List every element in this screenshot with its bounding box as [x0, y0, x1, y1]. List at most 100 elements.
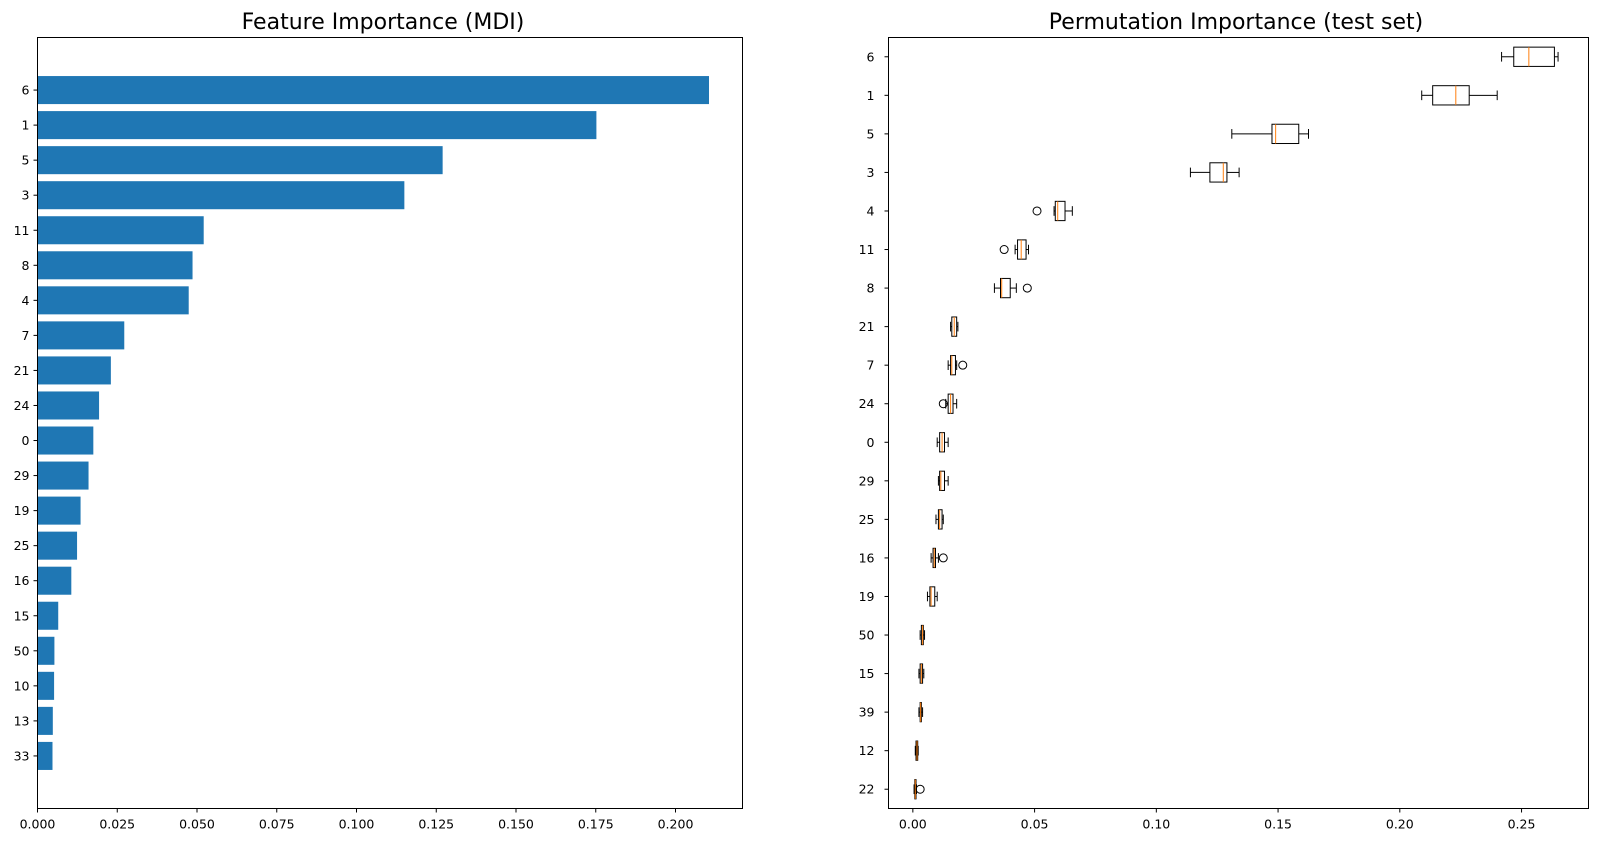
mdi-y-tick-label: 24 — [14, 398, 30, 413]
mdi-y-tick-label: 29 — [14, 468, 30, 483]
mdi-x-tick-label: 0.150 — [498, 817, 534, 832]
mdi-y-tick-label: 16 — [14, 573, 30, 588]
mdi-bar — [37, 391, 100, 420]
box-plot-8 — [993, 277, 1032, 299]
mdi-y-tick-label: 5 — [22, 153, 30, 168]
mdi-x-tick-label: 0.025 — [99, 817, 135, 832]
mdi-x-tick-label: 0.100 — [339, 817, 375, 832]
box-plot-7 — [947, 355, 968, 376]
box-outlier — [938, 553, 948, 563]
permutation-y-tick-label: 50 — [859, 628, 875, 643]
box-outlier — [1032, 206, 1042, 216]
mdi-y-tick-label: 6 — [22, 83, 30, 98]
permutation-x-tick-label: 0.15 — [1264, 817, 1292, 832]
mdi-bar — [37, 146, 443, 175]
permutation-importance-chart: Permutation Importance (test set) 615341… — [859, 10, 1589, 832]
mdi-x-tick-label: 0.075 — [259, 817, 295, 832]
mdi-bar — [37, 601, 59, 630]
box-plot-21 — [950, 316, 959, 337]
mdi-bar — [37, 216, 204, 245]
mdi-bar — [37, 496, 81, 525]
mdi-y-tick-label: 0 — [22, 433, 30, 448]
box-body — [929, 586, 936, 607]
permutation-y-tick-label: 6 — [867, 49, 875, 64]
box-outlier — [938, 399, 948, 409]
mdi-y-tick-label: 7 — [22, 328, 30, 343]
permutation-y-tick-label: 4 — [867, 203, 875, 218]
permutation-chart-title: Permutation Importance (test set) — [1049, 10, 1423, 35]
box-plot-24 — [938, 393, 958, 414]
box-plot-0 — [936, 432, 949, 453]
box-plot-6 — [1501, 46, 1559, 67]
permutation-y-tick-label: 7 — [867, 358, 875, 373]
box-plot-12 — [914, 740, 919, 761]
mdi-bar — [37, 426, 94, 455]
box-body — [1054, 200, 1066, 222]
box-body — [1209, 162, 1228, 183]
mdi-bar — [37, 111, 597, 140]
permutation-x-tick-label: 0.20 — [1386, 817, 1414, 832]
mdi-y-tick-label: 25 — [14, 538, 30, 553]
permutation-x-tick-label: 0.00 — [899, 817, 927, 832]
permutation-y-tick-label: 25 — [859, 512, 875, 527]
permutation-y-tick-label: 16 — [859, 550, 875, 565]
box-plot-16 — [930, 547, 948, 569]
mdi-bar — [37, 251, 193, 280]
mdi-bar — [37, 181, 405, 210]
box-plot-29 — [937, 470, 949, 491]
box-outlier — [958, 360, 968, 370]
mdi-x-tick-label: 0.050 — [179, 817, 215, 832]
permutation-y-tick-label: 5 — [867, 126, 875, 141]
permutation-y-tick-label: 3 — [867, 165, 875, 180]
mdi-bar — [37, 461, 89, 490]
mdi-y-tick-label: 13 — [14, 713, 30, 728]
mdi-y-tick-label: 8 — [22, 258, 30, 273]
box-body — [1271, 123, 1300, 145]
permutation-y-tick-label: 8 — [867, 281, 875, 296]
box-body — [1017, 239, 1027, 260]
mdi-bar — [37, 76, 710, 105]
permutation-x-tick-label: 0.10 — [1142, 817, 1170, 832]
box-plot-11 — [999, 239, 1029, 260]
box-plot-22 — [913, 779, 925, 800]
mdi-importance-chart: Feature Importance (MDI) 615311847212402… — [14, 10, 743, 832]
mdi-y-tick-label: 21 — [14, 363, 30, 378]
box-plot-3 — [1189, 162, 1240, 183]
box-plot-25 — [935, 509, 944, 530]
mdi-bar — [37, 741, 53, 770]
permutation-y-tick-label: 11 — [859, 242, 875, 257]
box-outlier — [999, 245, 1009, 255]
permutation-y-tick-label: 12 — [859, 743, 875, 758]
mdi-y-tick-label: 19 — [14, 503, 30, 518]
mdi-bar — [37, 356, 111, 385]
box-plot-19 — [926, 586, 938, 607]
mdi-y-tick-label: 50 — [14, 643, 30, 658]
permutation-y-tick-label: 1 — [867, 88, 875, 103]
mdi-y-tick-label: 10 — [14, 678, 30, 693]
permutation-y-tick-label: 0 — [867, 435, 875, 450]
box-plot-4 — [1032, 200, 1073, 222]
permutation-x-tick-label: 0.25 — [1508, 817, 1536, 832]
mdi-chart-title: Feature Importance (MDI) — [242, 10, 525, 35]
permutation-axes-frame — [888, 37, 1589, 809]
box-plot-50 — [919, 624, 926, 646]
mdi-y-tick-label: 15 — [14, 608, 30, 623]
mdi-x-tick-label: 0.000 — [20, 817, 56, 832]
permutation-y-tick-label: 29 — [859, 473, 875, 488]
mdi-y-tick-label: 11 — [14, 223, 30, 238]
permutation-y-tick-label: 19 — [859, 589, 875, 604]
box-body — [937, 509, 943, 530]
box-body — [950, 355, 956, 376]
mdi-bar — [37, 566, 72, 595]
permutation-y-tick-label: 15 — [859, 666, 875, 681]
box-plot-5 — [1231, 123, 1309, 145]
box-plot-39 — [918, 701, 924, 723]
box-plot-1 — [1421, 85, 1498, 106]
mdi-y-tick-label: 3 — [22, 188, 30, 203]
mdi-y-tick-label: 1 — [22, 118, 30, 133]
box-plot-15 — [918, 663, 925, 684]
mdi-bar — [37, 671, 55, 700]
